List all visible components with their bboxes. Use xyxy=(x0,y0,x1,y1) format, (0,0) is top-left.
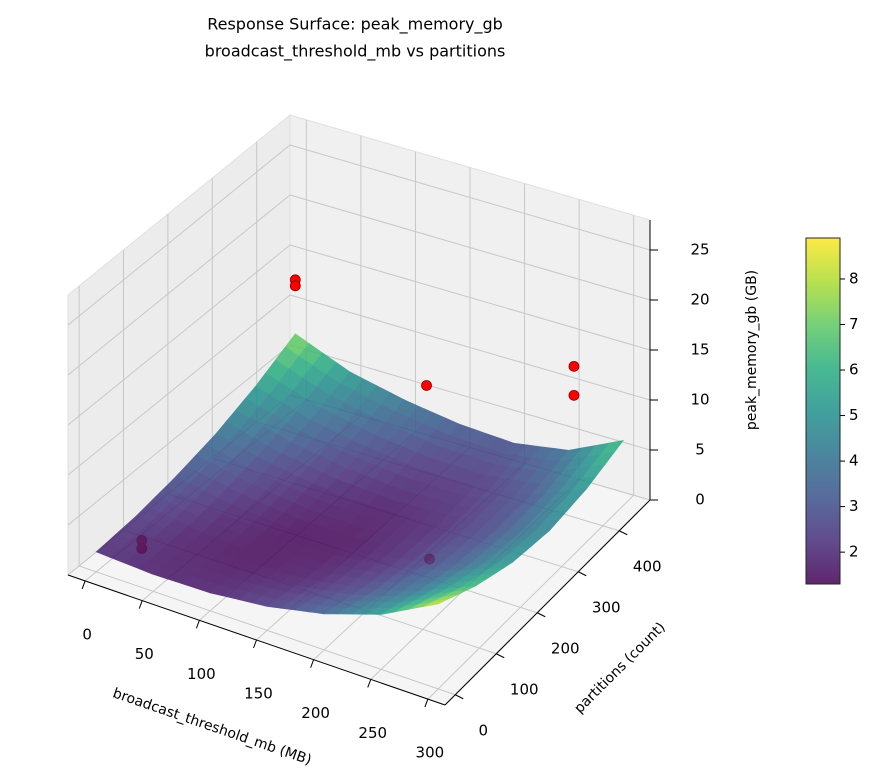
grid-line xyxy=(67,294,291,476)
x-tick-label: 150 xyxy=(244,685,273,703)
x-tick-label: 300 xyxy=(416,744,445,762)
tick-mark xyxy=(367,679,372,688)
grid-line xyxy=(67,344,291,526)
chart-subtitle: broadcast_threshold_mb vs partitions xyxy=(205,42,506,62)
tick-mark xyxy=(496,653,505,659)
x-axis-line xyxy=(67,574,446,706)
colorbar-tick-label: 5 xyxy=(849,406,859,424)
grid-line xyxy=(78,565,456,696)
x-axis-label: broadcast_threshold_mb (MB) xyxy=(111,685,314,768)
z-axis-label: peak_memory_gb (GB) xyxy=(744,270,760,430)
tick-mark xyxy=(578,571,587,577)
y-tick-label: 100 xyxy=(510,680,539,698)
x-tick-label: 250 xyxy=(358,724,387,742)
x-tick-label: 0 xyxy=(82,625,92,643)
colorbar-tick-label: 8 xyxy=(849,269,859,287)
grid-line xyxy=(289,294,651,401)
grid-line xyxy=(289,344,651,451)
colorbar xyxy=(805,237,841,585)
y-axis-line xyxy=(444,499,651,706)
chart-title: Response Surface: peak_memory_gb xyxy=(207,15,503,35)
grid-line xyxy=(67,194,291,376)
tick-mark xyxy=(138,600,143,609)
z-tick-label: 0 xyxy=(695,491,705,509)
tick-mark xyxy=(195,620,200,629)
tick-mark xyxy=(455,694,464,700)
scatter-point xyxy=(421,380,432,391)
grid-line xyxy=(67,244,291,426)
x-tick-label: 50 xyxy=(135,645,154,663)
tick-mark xyxy=(81,580,86,590)
x-tick-label: 200 xyxy=(301,704,330,722)
y-tick-label: 300 xyxy=(592,598,621,616)
grid-line xyxy=(427,494,634,700)
colorbar-tick-label: 4 xyxy=(849,452,859,470)
z-tick-label: 25 xyxy=(690,241,709,259)
scatter-point xyxy=(568,360,580,372)
y-axis-label: partitions (count) xyxy=(571,619,668,716)
z-tick-label: 10 xyxy=(690,391,709,409)
colorbar-tick-label: 7 xyxy=(849,315,859,333)
z-tick-label: 15 xyxy=(690,341,709,359)
grid-line xyxy=(289,194,651,301)
grid-line xyxy=(289,144,651,251)
grid-line xyxy=(67,144,291,326)
scatter-point xyxy=(289,280,301,292)
tick-mark xyxy=(619,530,628,536)
x-tick-label: 100 xyxy=(187,665,216,683)
tick-mark xyxy=(424,698,429,708)
colorbar-tick-label: 2 xyxy=(849,543,859,561)
z-tick-label: 5 xyxy=(695,441,705,459)
y-tick-label: 0 xyxy=(478,721,488,739)
grid-line xyxy=(289,244,651,351)
tick-mark xyxy=(310,659,315,668)
y-tick-label: 200 xyxy=(551,639,580,657)
tick-mark xyxy=(537,612,546,618)
scatter-point xyxy=(568,389,580,401)
colorbar-tick-label: 3 xyxy=(849,497,859,515)
tick-mark xyxy=(253,639,257,649)
z-tick-label: 20 xyxy=(690,291,709,309)
y-tick-label: 400 xyxy=(633,557,662,575)
surface-patch xyxy=(423,599,448,607)
surface xyxy=(95,333,625,615)
colorbar-tick-label: 6 xyxy=(849,361,859,379)
